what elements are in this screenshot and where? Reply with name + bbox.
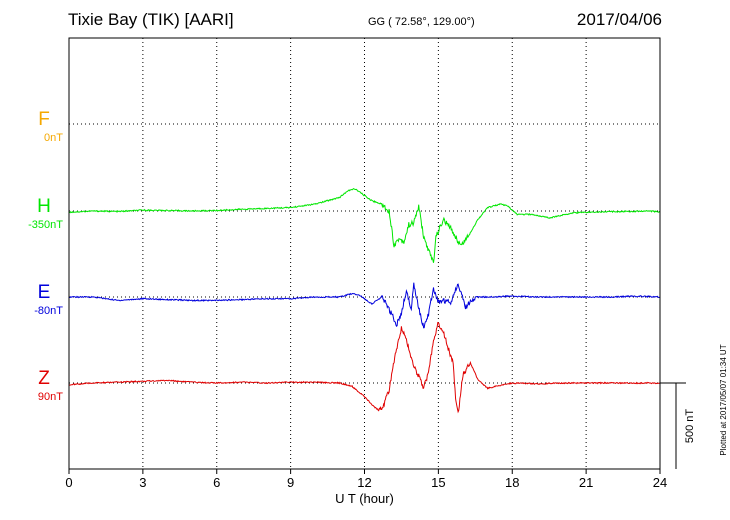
x-tick-label: 0 [65,475,72,490]
x-axis-label: U T (hour) [335,491,394,506]
plot-date: 2017/04/06 [576,10,662,29]
traces [68,187,661,414]
scale-bar-label: 500 nT [684,409,696,444]
trace-z [68,321,661,414]
x-tick-label: 21 [579,475,593,490]
x-tick-label: 18 [505,475,519,490]
plotted-at-note: Plotted at 2017/05/07 01:34 UT [719,344,728,455]
trace-h [68,187,661,263]
x-axis: 0 3 6 9 12 15 18 21 24 U T (hour) [65,469,667,506]
scale-bar: 500 nT [660,382,696,469]
station-coordinates: GG ( 72.58°, 129.00°) [368,16,475,28]
component-f-baseline: 0nT [44,132,63,144]
component-e-baseline: -80nT [34,305,63,317]
component-f-label: F [38,109,50,130]
station-title: Tixie Bay (TIK) [AARI] [68,10,234,29]
component-e-label: E [38,282,51,303]
grid-lines [69,38,660,469]
component-labels: F 0nT H -350nT E -80nT Z 90nT [28,109,63,403]
component-z-label: Z [38,368,50,389]
trace-e [69,282,661,329]
x-tick-label: 6 [213,475,220,490]
x-tick-label: 3 [139,475,146,490]
x-tick-label: 9 [287,475,294,490]
component-h-label: H [37,196,51,217]
x-tick-label: 24 [653,475,667,490]
x-tick-label: 12 [357,475,371,490]
component-z-baseline: 90nT [38,391,63,403]
component-h-baseline: -350nT [28,219,63,231]
x-tick-label: 15 [431,475,445,490]
